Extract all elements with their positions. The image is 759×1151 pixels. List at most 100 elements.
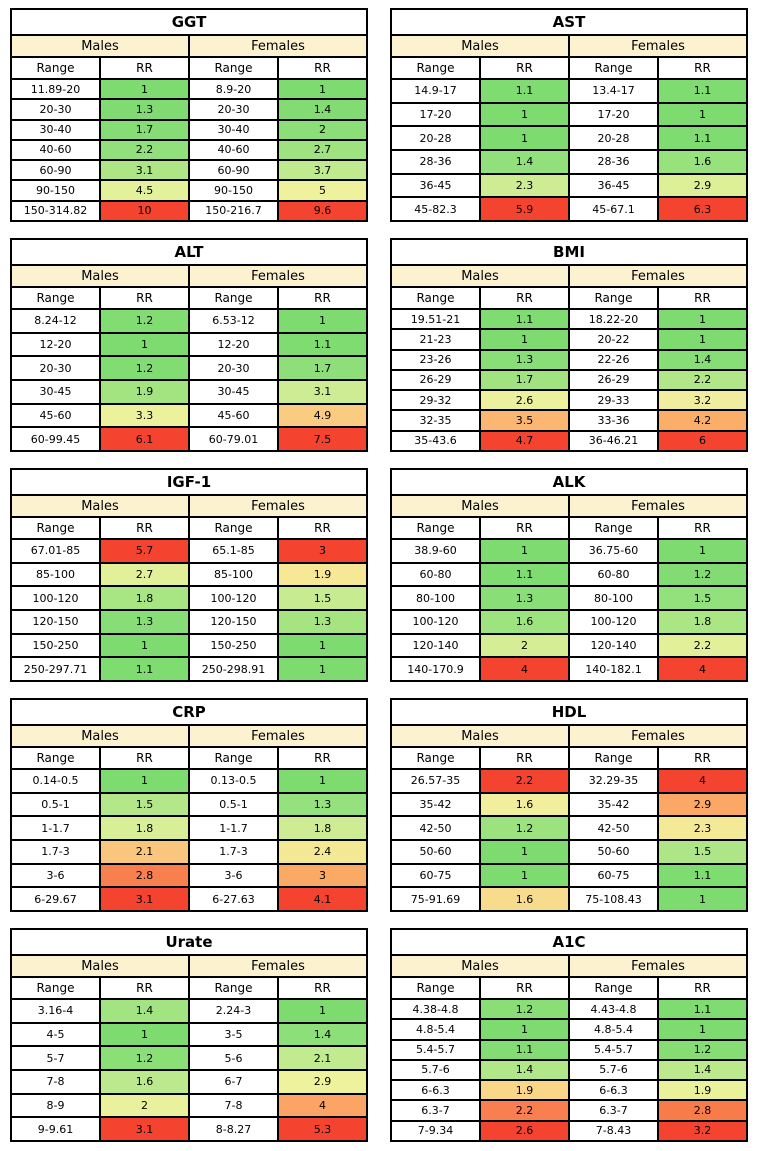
male-rr-cell: 1.7 <box>479 368 570 392</box>
title-row: CRP <box>10 698 368 726</box>
data-row: 3-6 2.8 3-6 3 <box>10 862 368 889</box>
data-row: 23-26 1.3 22-26 1.4 <box>390 348 748 371</box>
gender-header-row: Males Females <box>390 34 748 58</box>
gender-header-row: Males Females <box>390 954 748 978</box>
female-rr-cell: 1.1 <box>657 997 748 1021</box>
column-header-row: Range RR Range RR <box>390 746 748 770</box>
female-range-cell: 22-26 <box>568 348 659 371</box>
females-header: Females <box>188 264 368 288</box>
male-rr-cell: 2.2 <box>99 138 190 162</box>
female-rr-cell: 1.5 <box>657 838 748 865</box>
male-rr-cell: 1 <box>479 538 570 564</box>
female-range-cell: 7-8 <box>188 1092 279 1119</box>
female-range-cell: 29-33 <box>568 389 659 412</box>
female-rr-cell: 1.9 <box>277 561 368 588</box>
females-rr-column-header: RR <box>657 286 748 310</box>
female-rr-cell: 4 <box>277 1092 368 1119</box>
males-header: Males <box>390 494 570 518</box>
female-range-cell: 50-60 <box>568 838 659 865</box>
female-range-cell: 8-8.27 <box>188 1116 279 1142</box>
title-row: HDL <box>390 698 748 726</box>
female-range-cell: 42-50 <box>568 815 659 841</box>
table-title-a1c: A1C <box>390 928 748 956</box>
females-header: Females <box>188 494 368 518</box>
female-range-cell: 75-108.43 <box>568 886 659 912</box>
male-rr-cell: 6.1 <box>99 426 190 452</box>
male-range-cell: 28-36 <box>390 148 481 175</box>
female-range-cell: 2.24-3 <box>188 998 279 1024</box>
male-range-cell: 30-40 <box>10 118 101 141</box>
data-row: 0.5-1 1.5 0.5-1 1.3 <box>10 791 368 818</box>
male-range-cell: 21-23 <box>390 328 481 351</box>
column-header-row: Range RR Range RR <box>390 56 748 80</box>
male-range-cell: 14.9-17 <box>390 78 481 104</box>
female-range-cell: 140-182.1 <box>568 656 659 682</box>
males-range-column-header: Range <box>390 56 481 80</box>
female-rr-cell: 6.3 <box>657 196 748 222</box>
male-range-cell: 6-29.67 <box>10 886 101 912</box>
male-rr-cell: 1.2 <box>99 355 190 381</box>
title-row: Urate <box>10 928 368 956</box>
data-row: 60-99.45 6.1 60-79.01 7.5 <box>10 426 368 452</box>
female-rr-cell: 1.4 <box>277 1021 368 1048</box>
title-row: AST <box>390 8 748 36</box>
data-row: 3.16-4 1.4 2.24-3 1 <box>10 998 368 1024</box>
data-row: 60-80 1.1 60-80 1.2 <box>390 561 748 588</box>
male-range-cell: 17-20 <box>390 101 481 128</box>
males-header: Males <box>10 724 190 748</box>
female-range-cell: 90-150 <box>188 179 279 202</box>
male-range-cell: 4-5 <box>10 1021 101 1048</box>
male-range-cell: 50-60 <box>390 838 481 865</box>
data-row: 20-30 1.2 20-30 1.7 <box>10 355 368 381</box>
female-rr-cell: 1.5 <box>657 585 748 611</box>
female-rr-cell: 2.9 <box>657 791 748 818</box>
male-rr-cell: 2.2 <box>479 1099 570 1122</box>
male-rr-cell: 2.6 <box>479 389 570 412</box>
male-range-cell: 11.89-20 <box>10 77 101 101</box>
male-range-cell: 5.7-6 <box>390 1058 481 1082</box>
female-range-cell: 150-216.7 <box>188 199 279 223</box>
females-range-column-header: Range <box>188 976 279 1000</box>
male-range-cell: 67.01-85 <box>10 538 101 564</box>
male-range-cell: 8-9 <box>10 1092 101 1119</box>
male-rr-cell: 1.3 <box>479 348 570 371</box>
female-rr-cell: 1 <box>657 538 748 564</box>
female-rr-cell: 4.1 <box>277 886 368 912</box>
male-rr-cell: 10 <box>99 199 190 223</box>
data-row: 100-120 1.8 100-120 1.5 <box>10 585 368 611</box>
male-rr-cell: 1 <box>99 632 190 659</box>
female-rr-cell: 1.9 <box>657 1079 748 1102</box>
male-range-cell: 60-75 <box>390 862 481 889</box>
data-row: 6.3-7 2.2 6.3-7 2.8 <box>390 1099 748 1122</box>
data-row: 120-140 2 120-140 2.2 <box>390 632 748 659</box>
females-rr-column-header: RR <box>277 286 368 310</box>
female-rr-cell: 1 <box>277 308 368 334</box>
data-row: 12-20 1 12-20 1.1 <box>10 331 368 358</box>
data-row: 5.7-6 1.4 5.7-6 1.4 <box>390 1058 748 1082</box>
female-range-cell: 36-46.21 <box>568 429 659 453</box>
female-range-cell: 20-28 <box>568 125 659 151</box>
male-rr-cell: 1 <box>479 838 570 865</box>
title-row: A1C <box>390 928 748 956</box>
biomarker-table-crp: CRP Males Females Range RR Range RR 0.14-0.5 1 0.… <box>10 698 368 912</box>
males-range-column-header: Range <box>10 56 101 80</box>
female-range-cell: 100-120 <box>568 608 659 635</box>
male-rr-cell: 1.1 <box>99 656 190 682</box>
table-title-urate: Urate <box>10 928 368 956</box>
female-rr-cell: 1 <box>277 77 368 101</box>
female-range-cell: 17-20 <box>568 101 659 128</box>
female-range-cell: 35-42 <box>568 791 659 818</box>
male-rr-cell: 2.6 <box>479 1119 570 1143</box>
males-range-column-header: Range <box>390 516 481 540</box>
female-range-cell: 30-40 <box>188 118 279 141</box>
male-rr-cell: 1.1 <box>479 561 570 588</box>
data-row: 100-120 1.6 100-120 1.8 <box>390 608 748 635</box>
male-range-cell: 3.16-4 <box>10 998 101 1024</box>
male-rr-cell: 1.3 <box>479 585 570 611</box>
biomarker-table-bmi: BMI Males Females Range RR Range RR 19.51-21 1.1… <box>390 238 748 453</box>
data-row: 75-91.69 1.6 75-108.43 1 <box>390 886 748 912</box>
female-rr-cell: 1.1 <box>657 78 748 104</box>
male-range-cell: 36-45 <box>390 172 481 199</box>
females-range-column-header: Range <box>568 746 659 770</box>
data-row: 42-50 1.2 42-50 2.3 <box>390 815 748 841</box>
